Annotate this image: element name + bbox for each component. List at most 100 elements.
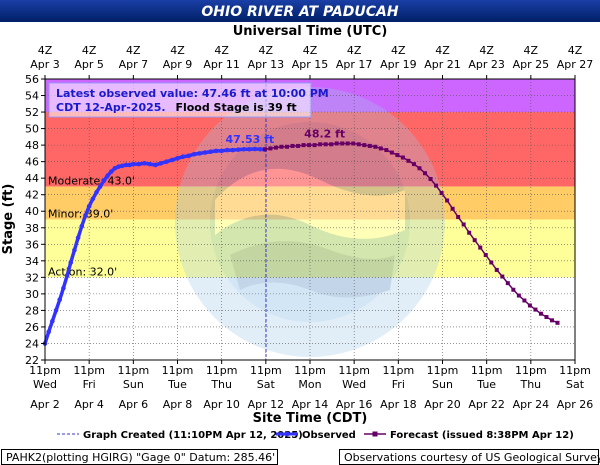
x-tick-date-7: Apr 16 bbox=[336, 398, 373, 411]
top-tick-date-5: Apr 13 bbox=[248, 58, 285, 71]
y-tick-label-3: 28 bbox=[25, 304, 39, 317]
observed-point-11 bbox=[83, 213, 88, 218]
observed-point-8 bbox=[72, 247, 77, 253]
x-tick-date-10: Apr 22 bbox=[468, 398, 505, 411]
forecast-point-38 bbox=[472, 238, 477, 243]
forecast-point-8 bbox=[307, 143, 312, 148]
observed-point-10 bbox=[79, 223, 85, 229]
forecast-point-12 bbox=[329, 142, 334, 147]
top-tick-time-7: 4Z bbox=[347, 44, 362, 57]
top-tick-date-9: Apr 21 bbox=[424, 58, 461, 71]
series-layer bbox=[42, 141, 560, 346]
svg-text:CDT 12-Apr-2025. Flood S: CDT 12-Apr-2025. Flood Stage is 39 ft bbox=[56, 101, 297, 114]
top-tick-time-6: 4Z bbox=[303, 44, 318, 57]
forecast-point-6 bbox=[296, 143, 301, 148]
x-tick-day-6: Mon bbox=[298, 378, 321, 391]
top-tick-date-11: Apr 25 bbox=[513, 58, 550, 71]
top-tick-time-9: 4Z bbox=[435, 44, 450, 57]
forecast-point-48 bbox=[527, 303, 532, 308]
x-tick-time-7: 11pm bbox=[338, 364, 370, 377]
forecast-point-16 bbox=[351, 141, 356, 146]
forecast-point-40 bbox=[483, 253, 488, 258]
observed-point-42 bbox=[230, 147, 236, 153]
top-tick-time-4: 4Z bbox=[214, 44, 229, 57]
latest-observed-box: Latest observed value: 47.46 ft at 10:00… bbox=[48, 82, 329, 118]
x-tick-time-8: 11pm bbox=[382, 364, 414, 377]
forecast-point-36 bbox=[461, 222, 466, 227]
observed-point-32 bbox=[175, 156, 180, 161]
top-tick-date-1: Apr 5 bbox=[74, 58, 104, 71]
x-tick-time-1: 11pm bbox=[73, 364, 105, 377]
observed-point-26 bbox=[142, 161, 147, 166]
x-tick-date-8: Apr 18 bbox=[380, 398, 417, 411]
forecast-point-15 bbox=[345, 141, 350, 146]
y-tick-label-8: 38 bbox=[25, 222, 39, 235]
observed-point-33 bbox=[180, 154, 186, 159]
x-tick-date-6: Apr 14 bbox=[292, 398, 329, 411]
threshold-label-1: Minor: 39.0' bbox=[48, 208, 113, 221]
top-tick-date-4: Apr 11 bbox=[203, 58, 240, 71]
y-tick-label-15: 52 bbox=[25, 106, 39, 119]
y-tick-label-0: 22 bbox=[25, 354, 39, 367]
top-tick-date-6: Apr 15 bbox=[292, 58, 329, 71]
forecast-point-35 bbox=[456, 215, 461, 220]
top-tick-time-11: 4Z bbox=[524, 44, 539, 57]
x-tick-day-8: Fri bbox=[392, 378, 405, 391]
observed-point-31 bbox=[169, 157, 175, 163]
title-bar bbox=[0, 0, 600, 22]
observed-point-28 bbox=[153, 162, 158, 168]
observed-point-35 bbox=[191, 151, 197, 157]
forecast-point-3 bbox=[279, 144, 284, 149]
observed-point-39 bbox=[213, 148, 219, 154]
forecast-point-7 bbox=[301, 143, 306, 148]
x-tick-time-2: 11pm bbox=[117, 364, 149, 377]
x-tick-day-10: Tue bbox=[476, 378, 496, 391]
top-tick-time-0: 4Z bbox=[38, 44, 53, 57]
forecast-point-52 bbox=[549, 318, 554, 323]
forecast-point-43 bbox=[500, 274, 505, 279]
y-tick-label-13: 48 bbox=[25, 139, 39, 152]
top-tick-date-12: Apr 27 bbox=[557, 58, 594, 71]
observed-point-41 bbox=[224, 147, 230, 153]
y-tick-label-12: 46 bbox=[25, 156, 39, 169]
forecast-point-31 bbox=[434, 183, 439, 188]
forecast-point-2 bbox=[273, 145, 278, 150]
forecast-point-47 bbox=[522, 298, 527, 303]
top-tick-date-2: Apr 7 bbox=[119, 58, 149, 71]
forecast-point-24 bbox=[395, 153, 400, 158]
top-tick-date-8: Apr 19 bbox=[380, 58, 417, 71]
forecast-point-44 bbox=[505, 281, 510, 286]
y-tick-label-5: 32 bbox=[25, 271, 39, 284]
x-tick-date-1: Apr 4 bbox=[74, 398, 104, 411]
observed-point-20 bbox=[116, 164, 121, 169]
top-axis-title: Universal Time (UTC) bbox=[233, 24, 388, 39]
top-tick-time-1: 4Z bbox=[82, 44, 97, 57]
noaa-watermark bbox=[175, 87, 445, 357]
x-tick-date-3: Apr 8 bbox=[163, 398, 193, 411]
threshold-labels: Action: 32.0' Minor: 39.0' Moderate: 43.0' bbox=[48, 174, 135, 278]
chart-title: OHIO RIVER AT PADUCAH bbox=[201, 4, 398, 20]
forecast-point-33 bbox=[445, 198, 450, 203]
x-tick-time-3: 11pm bbox=[162, 364, 194, 377]
observed-point-2 bbox=[50, 318, 55, 324]
y-axis-label: Stage (ft) bbox=[1, 184, 16, 255]
forecast-point-53 bbox=[555, 320, 560, 325]
top-tick-time-3: 4Z bbox=[170, 44, 185, 57]
observed-point-18 bbox=[108, 169, 114, 174]
observed-point-17 bbox=[105, 173, 110, 178]
x-tick-time-12: 11pm bbox=[559, 364, 591, 377]
footer-credit: Observations courtesy of US Geological S… bbox=[339, 449, 600, 465]
observed-point-23 bbox=[127, 162, 132, 168]
forecast-point-21 bbox=[378, 146, 383, 151]
y-tick-label-6: 34 bbox=[25, 255, 39, 268]
observed-point-16 bbox=[101, 178, 107, 183]
forecast-point-26 bbox=[406, 158, 411, 163]
y-tick-label-4: 30 bbox=[25, 288, 39, 301]
y-tick-label-11: 44 bbox=[25, 172, 39, 185]
observed-point-12 bbox=[86, 203, 92, 209]
observed-point-40 bbox=[219, 148, 224, 154]
y-tick-label-7: 36 bbox=[25, 238, 39, 251]
forecast-point-42 bbox=[494, 267, 499, 272]
forecast-point-14 bbox=[340, 141, 345, 146]
forecast-point-46 bbox=[516, 293, 521, 298]
